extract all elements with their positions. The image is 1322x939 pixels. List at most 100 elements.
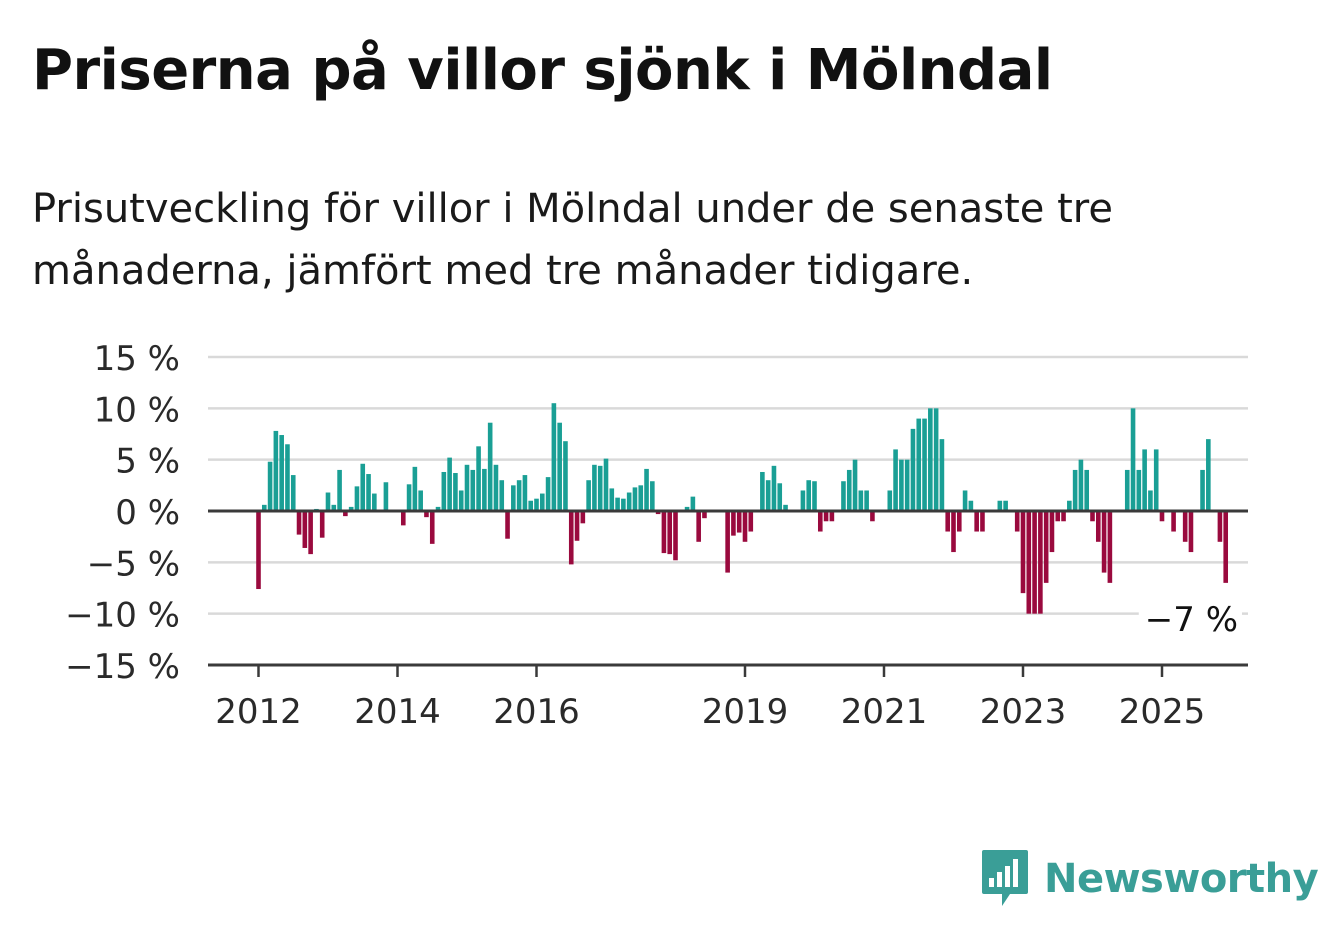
- bar: [360, 463, 366, 511]
- bar: [487, 422, 493, 511]
- bar: [1014, 511, 1020, 532]
- bar: [864, 490, 869, 511]
- bars: [256, 403, 1229, 614]
- bar: [337, 469, 342, 511]
- bar: [1090, 511, 1095, 522]
- x-tick-label: 2019: [702, 692, 789, 732]
- bar: [933, 408, 939, 511]
- bar: [725, 511, 730, 573]
- bar: [348, 506, 354, 511]
- bar: [603, 458, 609, 511]
- y-tick-label: 5 %: [115, 442, 180, 482]
- bar-chart-speech-bubble-icon: [982, 850, 1028, 906]
- bar: [1043, 511, 1049, 583]
- x-tick-label: 2016: [493, 692, 580, 732]
- y-tick-label: −15 %: [65, 647, 180, 687]
- bar: [482, 468, 487, 511]
- bar: [1182, 511, 1188, 542]
- bar: [962, 490, 968, 511]
- bar: [644, 468, 649, 511]
- bar: [261, 504, 267, 511]
- bar: [296, 511, 302, 535]
- bar: [870, 511, 875, 522]
- bar: [626, 492, 632, 511]
- bar: [1153, 449, 1159, 511]
- bar: [1095, 511, 1101, 542]
- axes: [208, 509, 1248, 677]
- bar: [539, 493, 545, 511]
- bar: [319, 511, 325, 538]
- bar: [1107, 511, 1113, 583]
- bar: [1101, 511, 1107, 573]
- bar: [366, 474, 371, 511]
- bar: [974, 511, 979, 532]
- annotation-background: [1138, 597, 1242, 642]
- bar: [597, 465, 603, 511]
- bar: [806, 480, 812, 511]
- bar: [1003, 500, 1008, 511]
- bar: [568, 511, 574, 565]
- brand-name: Newsworthy: [1044, 856, 1319, 902]
- bar: [522, 475, 528, 511]
- chart-title: Priserna på villor sjönk i Mölndal: [32, 38, 1053, 103]
- bar: [1206, 439, 1211, 511]
- bar: [592, 464, 597, 511]
- bar: [1159, 511, 1165, 522]
- bar: [621, 498, 626, 511]
- y-tick-label: −5 %: [87, 544, 180, 584]
- bar: [1217, 511, 1223, 542]
- bar: [256, 511, 261, 590]
- bar: [829, 511, 835, 522]
- bar: [667, 511, 673, 555]
- bar: [852, 459, 858, 511]
- bar: [1072, 469, 1078, 511]
- bar: [858, 490, 864, 511]
- bar: [267, 461, 273, 511]
- bar: [1124, 469, 1130, 511]
- bar: [632, 487, 638, 511]
- bar: [783, 504, 788, 511]
- bar: [1142, 449, 1147, 511]
- bar: [696, 511, 701, 542]
- last-value-annotation: −7 %: [1145, 600, 1238, 640]
- bar: [945, 511, 951, 532]
- bar: [956, 511, 962, 532]
- bar: [534, 498, 539, 511]
- bar: [429, 511, 435, 544]
- bar: [441, 471, 447, 511]
- bar: [447, 457, 452, 511]
- bar: [910, 428, 916, 511]
- bar: [812, 481, 817, 511]
- bar: [951, 511, 956, 553]
- bar: [638, 485, 644, 511]
- bar: [1078, 459, 1084, 511]
- bar: [684, 506, 690, 511]
- bar: [453, 473, 458, 511]
- bar: [551, 403, 557, 511]
- bar: [841, 481, 846, 511]
- bar: [1171, 511, 1176, 532]
- bar: [563, 441, 568, 511]
- y-tick-label: 10 %: [94, 390, 180, 430]
- bar: [748, 511, 754, 532]
- x-tick-label: 2014: [354, 692, 441, 732]
- bar: [325, 492, 331, 511]
- bar: [302, 511, 308, 548]
- bar: [777, 483, 783, 511]
- bar: [997, 500, 1003, 511]
- bar: [476, 446, 481, 511]
- bar: [412, 466, 418, 511]
- bar: [731, 511, 736, 536]
- bar: [372, 493, 377, 511]
- y-tick-label: −10 %: [65, 596, 180, 636]
- bar: [1188, 511, 1194, 553]
- bar: [1026, 511, 1032, 614]
- y-tick-label: 15 %: [94, 339, 180, 379]
- bar: [1055, 511, 1061, 522]
- bar: [817, 511, 823, 532]
- bar: [1067, 500, 1072, 511]
- bar: [528, 500, 534, 511]
- bar: [418, 490, 423, 511]
- bar: [650, 481, 655, 511]
- bar: [760, 471, 765, 511]
